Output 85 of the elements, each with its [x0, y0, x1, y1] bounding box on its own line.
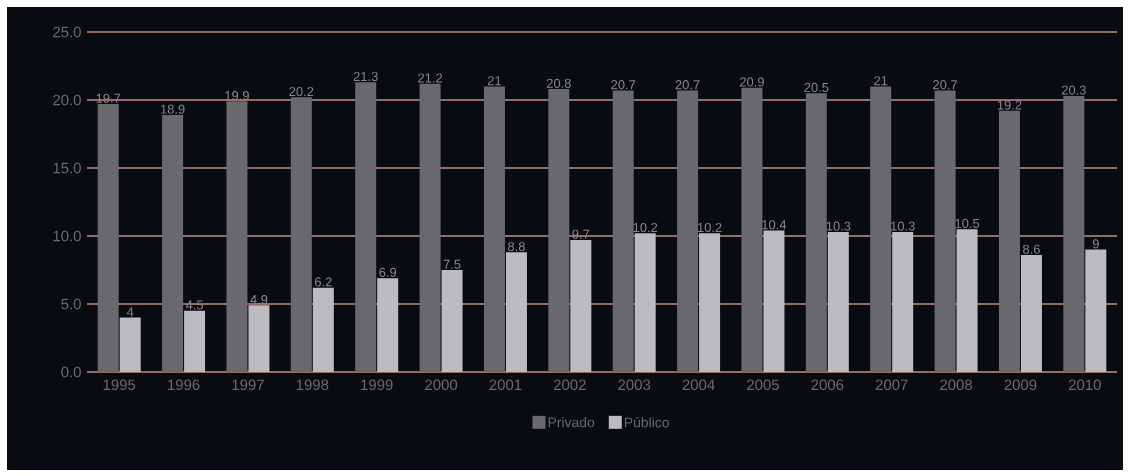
- data-label: 20.8: [546, 78, 571, 88]
- bar: [312, 287, 334, 372]
- data-label: 19.2: [997, 100, 1022, 110]
- bar: [677, 90, 699, 372]
- bar: [612, 90, 634, 372]
- x-tick-label: 1999: [361, 379, 393, 391]
- bar: [763, 230, 785, 372]
- data-label: 10.3: [826, 221, 851, 231]
- data-label: 20.3: [1061, 85, 1086, 95]
- bar: [377, 278, 399, 372]
- data-label: 21.2: [418, 73, 443, 83]
- y-tick-label: 10.0: [53, 230, 81, 242]
- data-label: 20.9: [740, 77, 764, 87]
- bar: [290, 97, 312, 372]
- bar: [870, 86, 892, 372]
- bar: [956, 229, 978, 372]
- bar: [119, 317, 141, 372]
- y-tick-label: 5.0: [61, 298, 81, 310]
- bar: [441, 269, 463, 372]
- data-label: 20.7: [933, 80, 958, 90]
- x-tick-label: 2004: [682, 379, 715, 391]
- data-label: 20.5: [804, 82, 829, 92]
- x-tick-label: 2005: [747, 379, 779, 391]
- y-tick-label: 15.0: [53, 162, 81, 174]
- bar: [1020, 255, 1042, 372]
- data-label: 21: [874, 76, 888, 86]
- data-label: 4.9: [250, 294, 268, 305]
- x-tick-label: 1995: [103, 379, 136, 391]
- bar: [1085, 249, 1107, 372]
- data-label: 10.5: [955, 218, 980, 228]
- data-label: 10.2: [633, 222, 658, 233]
- x-tick-label: 2000: [425, 379, 458, 391]
- data-label: 21: [487, 76, 502, 86]
- bar: [97, 104, 119, 372]
- bar: [226, 101, 248, 372]
- bar: [998, 110, 1020, 372]
- y-tick-label: 25.0: [53, 26, 81, 38]
- bar: [934, 90, 956, 372]
- data-label: 7.5: [443, 259, 461, 269]
- x-tick-label: 1997: [232, 379, 264, 391]
- data-label: 6.2: [314, 277, 332, 287]
- x-tick-label: 2003: [618, 379, 651, 391]
- x-tick-label: 1996: [168, 379, 200, 391]
- bar: [827, 231, 849, 372]
- data-label: 20.7: [675, 80, 700, 90]
- data-label: 21.3: [353, 71, 378, 82]
- data-label: 8.6: [1023, 244, 1040, 254]
- bar: [699, 233, 721, 372]
- data-label: 10.3: [891, 221, 915, 231]
- x-tick-label: 1998: [296, 379, 329, 391]
- data-label: 20.2: [289, 86, 314, 97]
- bar: [184, 310, 206, 372]
- data-label: 9: [1092, 239, 1099, 249]
- x-tick-label: 2001: [489, 379, 522, 391]
- bar: [483, 86, 505, 372]
- bar: [570, 240, 592, 372]
- bar: [1063, 95, 1085, 372]
- data-label: 10.4: [762, 220, 787, 230]
- x-tick-label: 2007: [875, 379, 908, 391]
- x-tick-label: 2006: [811, 379, 844, 391]
- data-label: 20.7: [611, 80, 636, 90]
- bar: [892, 231, 914, 372]
- bar: [355, 82, 377, 372]
- y-tick-label: 0.0: [61, 366, 81, 378]
- y-tick-label: 20.0: [53, 94, 81, 106]
- bar: [248, 305, 270, 372]
- x-tick-label: 2002: [553, 379, 586, 391]
- data-label: 18.9: [160, 104, 185, 114]
- bar: [505, 252, 527, 372]
- bar: [162, 114, 184, 372]
- data-label: 19.9: [225, 90, 249, 101]
- x-tick-label: 2008: [940, 379, 973, 391]
- x-tick-label: 2010: [1068, 379, 1101, 391]
- legend-label: Privado: [548, 417, 595, 428]
- data-label: 8.8: [508, 241, 525, 252]
- bar: [805, 93, 827, 372]
- bar: [634, 233, 656, 372]
- data-label: 10.2: [697, 222, 722, 233]
- legend-label: Público: [624, 416, 669, 428]
- bar: [548, 89, 570, 372]
- bar: [741, 87, 763, 372]
- bar: [419, 83, 441, 372]
- x-tick-label: 2009: [1004, 379, 1037, 391]
- data-label: 4: [126, 307, 134, 317]
- data-label: 6.9: [379, 267, 397, 277]
